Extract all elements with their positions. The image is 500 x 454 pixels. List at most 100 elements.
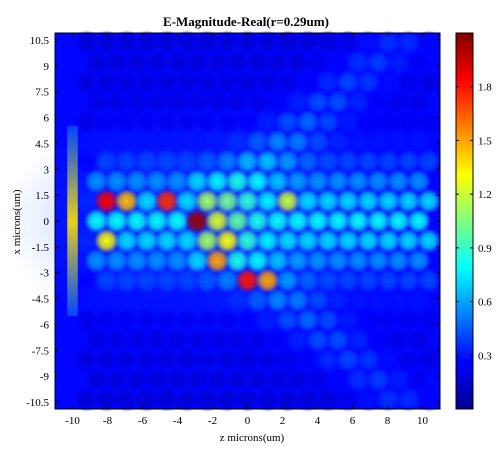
field-spot (84, 327, 110, 353)
field-spot (325, 287, 351, 313)
field-spot (235, 387, 260, 412)
field-spot (154, 347, 180, 373)
field-spot (295, 30, 321, 55)
field-spot (295, 387, 321, 412)
field-spot (305, 287, 331, 313)
field-spot (204, 168, 230, 194)
plot-area (2, 30, 442, 412)
field-spot (265, 327, 291, 353)
field-spot (285, 367, 311, 393)
field-spot (214, 188, 240, 214)
field-spot (174, 188, 200, 214)
field-spot (385, 248, 411, 274)
field-spot (315, 188, 341, 214)
field-spot (305, 89, 331, 115)
field-spot (385, 287, 411, 313)
field-spot (194, 228, 220, 254)
y-tick-label: 10.5 (30, 35, 50, 47)
field-spot (396, 30, 421, 55)
field-spot (255, 69, 281, 95)
field-spot (104, 327, 130, 353)
field-spot (214, 307, 240, 333)
field-spot (305, 327, 331, 353)
field-spot (285, 129, 311, 155)
field-spot (375, 228, 401, 254)
x-tick-label: 6 (350, 415, 356, 427)
field-spot (255, 109, 281, 135)
field-spot (365, 129, 391, 155)
field-spot (275, 69, 301, 95)
field-spot (214, 228, 240, 254)
field-spot (214, 268, 240, 293)
field-spot (235, 188, 260, 214)
field-spot (255, 149, 281, 174)
field-spot (406, 49, 432, 75)
field-spot (315, 69, 341, 95)
field-spot (335, 228, 361, 254)
colorbar-tick-label: 1.8 (478, 82, 492, 94)
field-spot (375, 69, 401, 95)
field-spot (305, 208, 331, 234)
field-spot (335, 347, 361, 373)
field-spot (204, 129, 230, 155)
field-spot (134, 228, 160, 254)
x-tick-label: 0 (245, 415, 251, 427)
field-spot (355, 307, 381, 333)
field-spot (164, 168, 190, 194)
field-spot (295, 228, 321, 254)
field-spot (355, 188, 381, 214)
field-spot (204, 327, 230, 353)
field-spot (74, 149, 99, 174)
field-spot (94, 188, 120, 214)
field-spot (355, 387, 381, 412)
field-spot (164, 248, 190, 274)
field-spot (204, 89, 230, 115)
field-spot (224, 367, 250, 393)
field-spot (114, 149, 140, 174)
field-spot (154, 69, 180, 95)
field-spot (124, 248, 150, 274)
field-spot (305, 129, 331, 155)
field-spot (104, 89, 130, 115)
field-spot (355, 69, 381, 95)
field-spot (235, 228, 260, 254)
field-spot (204, 367, 230, 393)
x-axis: -10 -8 -6 -4 -2 0 2 4 6 8 10 (65, 33, 429, 427)
field-spot (184, 327, 210, 353)
field-spot (345, 208, 371, 234)
field-spot (365, 208, 391, 234)
field-spot (94, 228, 120, 254)
field-spot (315, 149, 341, 174)
field-spot (375, 149, 401, 174)
colorbar-tick-label: 1.5 (478, 135, 492, 147)
field-spot (375, 387, 401, 412)
field-spot (375, 347, 401, 373)
field-spot (184, 168, 210, 194)
y-tick-label: 4.5 (35, 138, 49, 150)
field-spot (375, 188, 401, 214)
field-spot (416, 109, 442, 135)
x-tick-label: -6 (138, 415, 148, 427)
y-tick-label: 1.5 (35, 190, 49, 202)
field-spot (355, 109, 381, 135)
field-spot (255, 188, 281, 214)
field-spot (255, 30, 281, 55)
field-spot (74, 188, 99, 214)
y-tick-label: -7.5 (32, 345, 50, 357)
y-tick-label: -4.5 (32, 294, 50, 306)
field-spot (305, 367, 331, 393)
x-axis-label: z microns(um) (220, 432, 285, 444)
field-spot (275, 307, 301, 333)
y-tick-label: 0 (44, 216, 50, 228)
field-spot (345, 89, 371, 115)
field-spot (365, 49, 391, 75)
field-spot (134, 307, 160, 333)
field-spot (214, 69, 240, 95)
field-spot (325, 208, 351, 234)
field-spot (416, 347, 442, 373)
field-spot (124, 168, 150, 194)
field-spot (255, 307, 281, 333)
field-spot (194, 268, 220, 293)
field-spot (365, 367, 391, 393)
colorbar-tick-label: 1.2 (478, 189, 492, 201)
